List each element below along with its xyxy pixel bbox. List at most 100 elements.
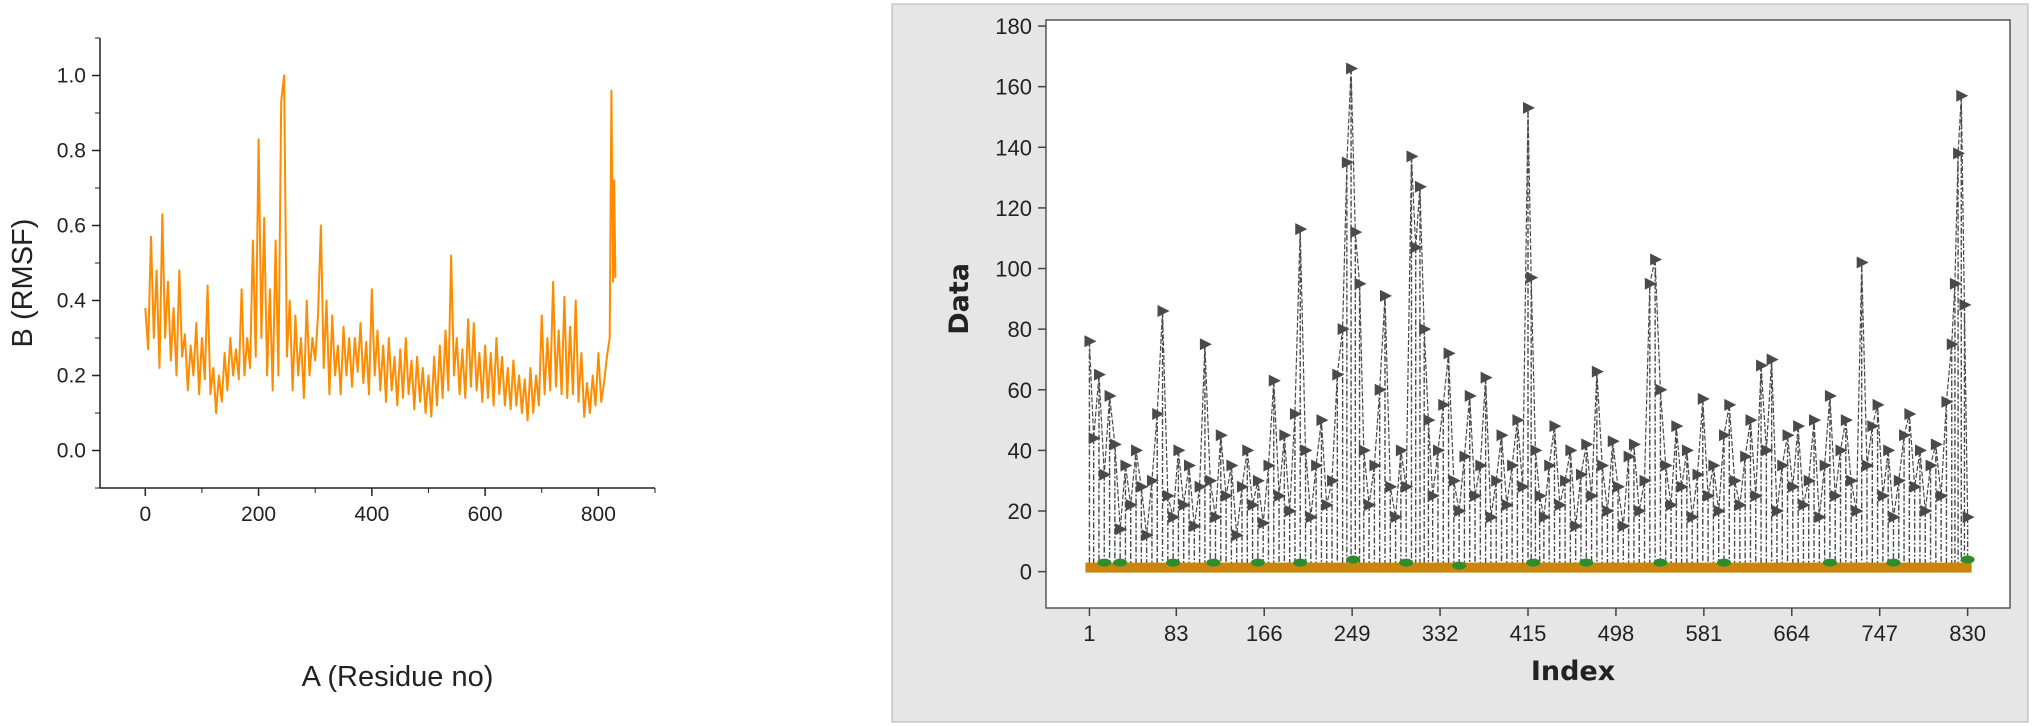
main-series-marker (1337, 323, 1350, 336)
main-series-marker (1210, 511, 1223, 524)
right-y-tick-label: 120 (995, 196, 1032, 221)
main-series-marker (1824, 389, 1837, 402)
main-series-marker (1390, 511, 1403, 524)
main-series-marker (1321, 498, 1334, 511)
main-series-marker (1157, 304, 1170, 317)
index-data-scatter-chart: 0 20 40 60 80 100 120 140 160 180 1 83 166 249 332 415… (891, 3, 2029, 723)
main-series-marker (1136, 480, 1149, 493)
main-series-marker (1877, 489, 1890, 502)
main-series-marker (1676, 480, 1689, 493)
main-series-marker (1226, 459, 1239, 472)
left-x-tick-label: 0 (139, 503, 151, 526)
right-y-tick-label: 180 (995, 14, 1032, 39)
main-series-marker (1252, 474, 1265, 487)
right-x-tick-label: 664 (1773, 621, 1810, 646)
right-x-tick-label: 1 (1083, 621, 1095, 646)
left-y-tick-label: 0.0 (57, 440, 86, 463)
green-series-marker (1526, 558, 1541, 567)
main-series-marker (1178, 498, 1191, 511)
main-series-marker (1618, 520, 1631, 533)
left-y-axis-title: B (RMSF) (7, 219, 39, 348)
main-series-marker (1953, 147, 1966, 160)
main-series-marker (1936, 489, 1949, 502)
main-series-marker (1856, 256, 1869, 269)
main-series-marker (1756, 359, 1769, 372)
main-series-marker (1787, 480, 1800, 493)
main-series-marker (1221, 489, 1234, 502)
main-series-marker (1809, 414, 1822, 427)
main-series-marker (1341, 156, 1354, 169)
main-series-marker (1358, 444, 1371, 457)
main-series-marker (1734, 498, 1747, 511)
main-series-marker (1146, 474, 1159, 487)
main-series-marker (1560, 474, 1573, 487)
right-y-axis-title: Data (944, 263, 975, 335)
main-series-marker (1581, 438, 1594, 451)
main-series-marker (1448, 474, 1461, 487)
main-series-marker (1491, 474, 1504, 487)
main-series-marker (1327, 474, 1340, 487)
main-series-marker (1591, 365, 1604, 378)
main-series-marker (1311, 459, 1324, 472)
main-series-marker (1793, 420, 1806, 433)
main-series-marker (1883, 444, 1896, 457)
left-y-ticks: 0.0 0.2 0.4 0.6 0.8 1.0 (57, 37, 100, 489)
green-series-marker (1452, 561, 1467, 570)
main-series-marker (1930, 438, 1943, 451)
main-series-marker (1369, 459, 1382, 472)
main-series-marker (1602, 505, 1615, 518)
main-series-marker (1740, 450, 1753, 463)
main-series-marker (1835, 444, 1848, 457)
main-series-marker (1597, 459, 1610, 472)
main-series-marker (1666, 498, 1679, 511)
main-series-marker (1231, 529, 1244, 542)
main-series-marker (1379, 289, 1392, 302)
main-series-marker (1364, 498, 1377, 511)
main-series-marker (1750, 489, 1763, 502)
main-series-marker (1354, 277, 1367, 290)
green-series-marker (1166, 558, 1181, 567)
green-series-marker (1653, 558, 1668, 567)
main-series-marker (1623, 450, 1636, 463)
main-series-marker (1904, 408, 1917, 421)
main-series-marker (1104, 389, 1117, 402)
right-x-tick-label: 581 (1685, 621, 1722, 646)
main-series-marker (1374, 383, 1387, 396)
main-series-marker (1093, 368, 1106, 381)
right-x-tick-label: 498 (1598, 621, 1635, 646)
right-y-tick-label: 160 (995, 75, 1032, 100)
right-y-tick-label: 140 (995, 135, 1032, 160)
main-series-marker (1406, 150, 1419, 163)
main-series-marker (1708, 459, 1721, 472)
rmsf-series-line (144, 74, 617, 422)
left-y-tick-label: 1.0 (57, 65, 86, 88)
right-x-tick-label: 415 (1510, 621, 1547, 646)
main-series-marker (1671, 420, 1684, 433)
main-series-marker (1538, 511, 1551, 524)
main-series-marker (1295, 223, 1308, 236)
main-series-marker (1570, 520, 1583, 533)
main-series-marker (1959, 298, 1972, 311)
main-series-marker (1247, 498, 1260, 511)
left-x-ticks: 0 200 400 600 800 (139, 488, 656, 526)
main-series-marker (1385, 480, 1398, 493)
main-series-marker (1205, 474, 1218, 487)
main-series-marker (1199, 338, 1212, 351)
main-series-marker (1475, 459, 1488, 472)
main-series-marker (1530, 444, 1543, 457)
green-series-marker (1822, 558, 1837, 567)
main-series-marker (1914, 444, 1927, 457)
right-x-tick-label: 249 (1334, 621, 1371, 646)
main-series-marker (1660, 459, 1673, 472)
left-y-tick-label: 0.8 (57, 140, 86, 163)
main-series-marker (1496, 429, 1509, 442)
green-series-marker (1097, 558, 1112, 567)
main-series-marker (1125, 498, 1138, 511)
main-series-marker (1962, 511, 1975, 524)
green-series-marker (1716, 558, 1731, 567)
right-x-axis-title: Index (1531, 656, 1615, 687)
main-series-marker (1274, 489, 1287, 502)
right-x-tick-label: 83 (1164, 621, 1188, 646)
main-series-marker (1099, 468, 1112, 481)
